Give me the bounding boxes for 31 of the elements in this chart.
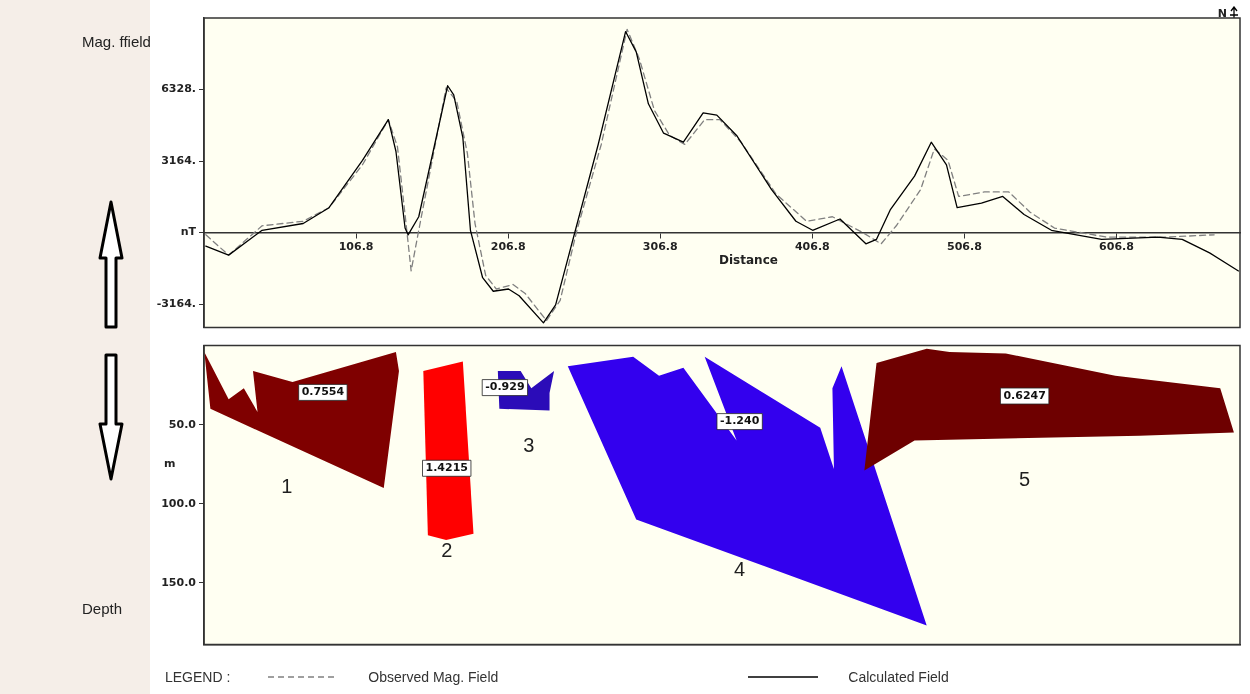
x-tick-label: 606.8 <box>1099 240 1134 254</box>
series-label: 0.7554 <box>301 385 345 399</box>
y-axis-title: Depth <box>82 599 123 617</box>
annotation: 3 <box>523 433 535 456</box>
legend-label: Calculated Field <box>848 669 949 686</box>
series-label: 1.4215 <box>425 461 468 475</box>
series-label: -1.240 <box>719 414 760 428</box>
legend-label: Observed Mag. Field <box>368 669 499 686</box>
annotation: 2 <box>441 539 453 562</box>
x-tick-label: 506.8 <box>947 240 982 254</box>
x-axis-title: Distance <box>719 252 778 267</box>
y-tick-label: 6328. <box>161 82 196 96</box>
legend-title: LEGEND : <box>165 669 231 686</box>
y-tick-label: 3164. <box>161 153 196 167</box>
x-tick-label: 406.8 <box>794 240 830 254</box>
y-tick-label: 50.0 <box>168 417 197 431</box>
series-label: 0.6247 <box>1003 388 1046 402</box>
y-tick-label: -3164. <box>156 296 196 310</box>
annotation: 1 <box>281 475 293 498</box>
annotation: N <box>1217 6 1227 20</box>
y-tick-label: 150.0 <box>161 575 197 589</box>
x-tick-label: 106.8 <box>338 240 374 254</box>
text: m <box>164 457 176 471</box>
annotation: 5 <box>1019 468 1031 491</box>
annotation: 4 <box>734 558 746 581</box>
y-axis-title: Mag. ffield <box>82 33 151 51</box>
x-tick-label: 306.8 <box>642 240 678 254</box>
series-label: -0.929 <box>485 380 525 394</box>
x-tick-label: 206.8 <box>490 240 526 254</box>
y-tick-label: nT <box>180 225 197 239</box>
y-tick-label: 100.0 <box>161 496 197 510</box>
